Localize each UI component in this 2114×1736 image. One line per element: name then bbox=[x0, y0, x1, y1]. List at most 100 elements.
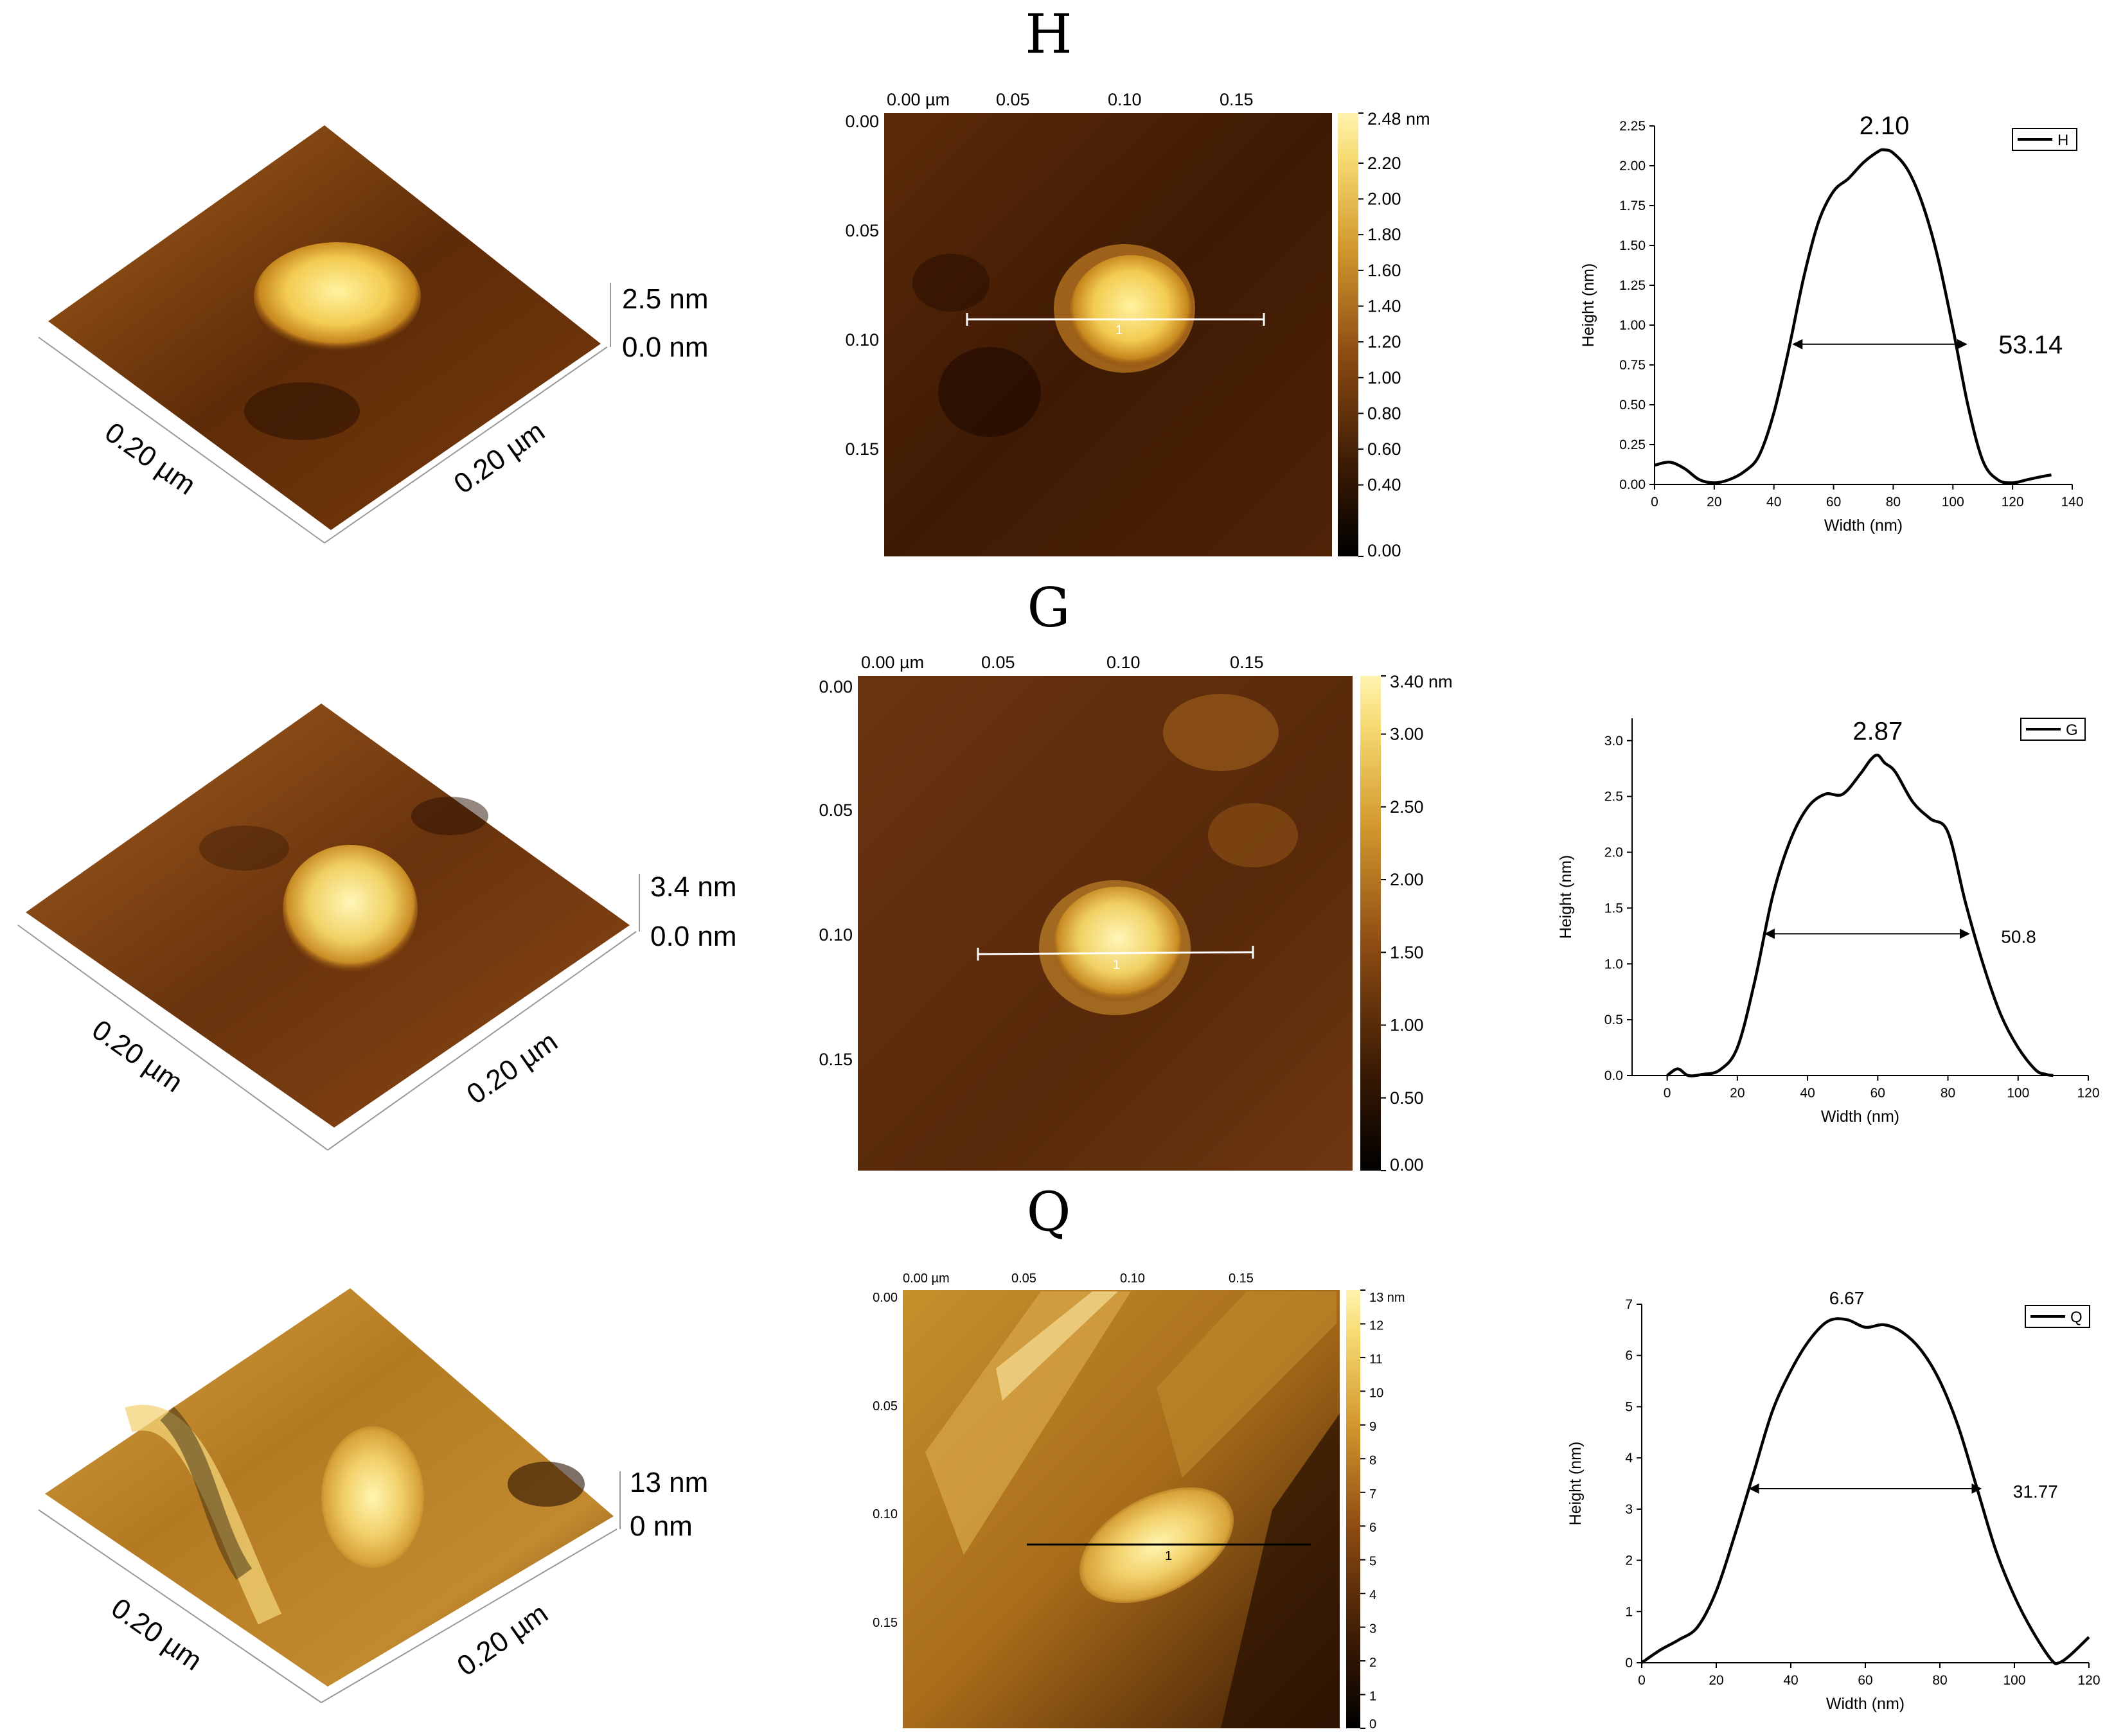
profile-x-label: Width (nm) bbox=[1826, 1695, 1905, 1713]
surface3d-q-y-axis bbox=[321, 1528, 617, 1703]
profile-y-tick-label: 0.75 bbox=[1619, 358, 1646, 373]
profile-y-tick-label: 3 bbox=[1625, 1502, 1633, 1517]
profile-y-tick-label: 0 bbox=[1625, 1656, 1633, 1670]
profile-x-tick-label: 0 bbox=[1664, 1086, 1671, 1101]
heatmap-x-tick: 0.05 bbox=[996, 90, 1030, 109]
profile-x-tick-label: 20 bbox=[1707, 495, 1721, 509]
colorbar-tick-label: 0.40 bbox=[1367, 475, 1401, 495]
heatmap-y-tick: 0.15 bbox=[873, 1616, 898, 1630]
heatmap-q-ticks: 0.00 µm 0.05 0.10 0.15 0.00 0.05 0.10 0.15 13 nm… bbox=[873, 1271, 1405, 1732]
panel-title-h: H bbox=[1025, 3, 1072, 66]
profile-x-tick-label: 100 bbox=[1942, 495, 1964, 509]
profile-x-tick-label: 40 bbox=[1783, 1673, 1798, 1688]
profile-y-tick-label: 0.5 bbox=[1604, 1013, 1623, 1027]
heatmap-y-tick: 0.00 bbox=[845, 112, 879, 131]
heatmap-x-tick: 0.10 bbox=[1120, 1271, 1145, 1286]
colorbar-tick-label: 2.00 bbox=[1390, 870, 1424, 889]
profile-y-label: Height (nm) bbox=[1567, 1442, 1585, 1526]
profile-x-tick-label: 40 bbox=[1766, 495, 1781, 509]
colorbar-tick-label: 0.00 bbox=[1390, 1155, 1424, 1174]
heatmap-x-tick: 0.00 µm bbox=[861, 653, 924, 672]
heatmap-y-tick: 0.05 bbox=[873, 1399, 898, 1413]
colorbar-tick-label: 9 bbox=[1369, 1420, 1376, 1434]
profile-y-label: Height (nm) bbox=[1579, 263, 1597, 348]
profile-legend-label: Q bbox=[2070, 1309, 2083, 1326]
profile-x-tick-label: 120 bbox=[2077, 1673, 2100, 1688]
colorbar-tick-label: 0.60 bbox=[1367, 439, 1401, 459]
colorbar-tick-label: 2.00 bbox=[1367, 190, 1401, 209]
profile-x-label: Width (nm) bbox=[1821, 1108, 1899, 1126]
heatmap-h-colorbar bbox=[1338, 113, 1358, 556]
surface3d-q-shadow bbox=[508, 1462, 585, 1507]
profile-x-tick-label: 100 bbox=[2007, 1086, 2029, 1101]
colorbar-tick-label: 1.50 bbox=[1390, 943, 1424, 962]
panel-title-g: G bbox=[1027, 576, 1070, 639]
heatmap-h-particle bbox=[1070, 255, 1192, 368]
colorbar-tick-label: 2.50 bbox=[1390, 797, 1424, 817]
heatmap-y-tick: 0.15 bbox=[819, 1050, 853, 1069]
profile-x-tick-label: 120 bbox=[2002, 495, 2024, 509]
colorbar-tick-label: 7 bbox=[1369, 1487, 1376, 1501]
profile-y-tick-label: 3.0 bbox=[1604, 734, 1623, 748]
profile-series-line bbox=[1654, 148, 2052, 484]
heatmap-h-dark-region bbox=[912, 254, 990, 312]
colorbar-tick-label: 1 bbox=[1369, 1690, 1376, 1704]
colorbar-tick-label: 1.80 bbox=[1367, 225, 1401, 244]
profile-x-tick-label: 80 bbox=[1941, 1086, 1955, 1101]
colorbar-tick-label: 2 bbox=[1369, 1656, 1376, 1670]
profile-y-tick-label: 1.75 bbox=[1619, 199, 1646, 213]
profile-peak-label: 6.67 bbox=[1829, 1288, 1865, 1308]
heatmap-y-tick: 0.10 bbox=[819, 925, 853, 944]
heatmap-x-tick: 0.15 bbox=[1230, 653, 1264, 672]
surface3d-h: 0.20 µm 0.20 µm 2.5 nm 0.0 nm bbox=[38, 125, 709, 544]
heatmap-x-tick: 0.15 bbox=[1220, 90, 1254, 109]
surface3d-g-z-max: 3.4 nm bbox=[650, 871, 737, 903]
profile-fwhm-label: 50.8 bbox=[2001, 926, 2036, 946]
profile-y-tick-label: 1 bbox=[1625, 1604, 1633, 1619]
colorbar-tick-label: 8 bbox=[1369, 1453, 1376, 1467]
heatmap-g-colorbar bbox=[1360, 676, 1381, 1171]
surface3d-q-x-label: 0.20 µm bbox=[105, 1592, 208, 1677]
profile-x-tick-label: 60 bbox=[1870, 1086, 1885, 1101]
surface3d-h-z-max: 2.5 nm bbox=[622, 283, 709, 315]
heatmap-q-stripe bbox=[996, 1291, 1118, 1401]
heatmap-h-dark-region bbox=[938, 347, 1041, 437]
heatmap-y-tick: 0.00 bbox=[819, 677, 853, 696]
heatmap-x-tick: 0.05 bbox=[981, 653, 1015, 672]
profile-y-label: Height (nm) bbox=[1557, 855, 1575, 939]
profile-x-tick-label: 60 bbox=[1826, 495, 1841, 509]
profile-h: 0 20 40 60 80 100 120 140 0.00 0.25 0.50 0.75 1.00 1.… bbox=[1579, 112, 2084, 535]
surface3d-g-x-label: 0.20 µm bbox=[86, 1014, 188, 1099]
profile-y-tick-label: 1.5 bbox=[1604, 901, 1623, 916]
colorbar-tick-label: 1.00 bbox=[1367, 368, 1401, 387]
heatmap-g-bright-region bbox=[1208, 803, 1298, 867]
profile-y-tick-label: 1.00 bbox=[1619, 318, 1646, 333]
colorbar-tick-label: 3.00 bbox=[1390, 725, 1424, 744]
colorbar-tick-label: 0.80 bbox=[1367, 403, 1401, 423]
profile-y-tick-label: 0.0 bbox=[1604, 1068, 1623, 1083]
profile-x-tick-label: 40 bbox=[1800, 1086, 1815, 1101]
heatmap-x-tick: 0.10 bbox=[1106, 653, 1141, 672]
heatmap-q-stripe bbox=[1157, 1291, 1337, 1478]
profile-x-tick-label: 140 bbox=[2061, 495, 2083, 509]
surface3d-h-z-min: 0.0 nm bbox=[622, 332, 709, 363]
surface3d-g-shadow bbox=[199, 826, 289, 871]
profile-series-line bbox=[1666, 753, 2054, 1077]
profile-fwhm-label: 53.14 bbox=[1998, 331, 2063, 359]
heatmap-g: 1 0.00 µm 0.05 0.10 0.15 0.00 0.05 0.10 0.15 3.4… bbox=[819, 653, 1452, 1174]
profile-peak-label: 2.87 bbox=[1852, 717, 1903, 745]
heatmap-q: 1 0.00 µm 0.05 0.10 0.15 0.00 0.05 0.10 0.15 13 … bbox=[873, 1271, 1405, 1732]
surface3d-q: 0.20 µm 0.20 µm 13 nm 0 nm bbox=[38, 1288, 708, 1703]
profile-x-tick-label: 80 bbox=[1886, 495, 1901, 509]
surface3d-q-z-min: 0 nm bbox=[630, 1510, 693, 1542]
surface3d-q-x-axis bbox=[38, 1509, 322, 1703]
profile-y-tick-label: 1.50 bbox=[1619, 238, 1646, 253]
heatmap-g-scan-line bbox=[977, 951, 1254, 955]
profile-y-tick-label: 2.5 bbox=[1604, 790, 1623, 804]
heatmap-h: 1 0.00 µm 0.05 0.10 0.15 0.00 0.05 0.10 0.15 2.4… bbox=[845, 90, 1430, 560]
surface3d-g: 0.20 µm 0.20 µm 3.4 nm 0.0 nm bbox=[17, 704, 737, 1151]
colorbar-tick-label: 0 bbox=[1369, 1717, 1376, 1732]
heatmap-q-scan-label: 1 bbox=[1165, 1549, 1172, 1563]
surface3d-g-x-axis bbox=[17, 925, 328, 1151]
heatmap-g-particle bbox=[1054, 887, 1182, 1002]
